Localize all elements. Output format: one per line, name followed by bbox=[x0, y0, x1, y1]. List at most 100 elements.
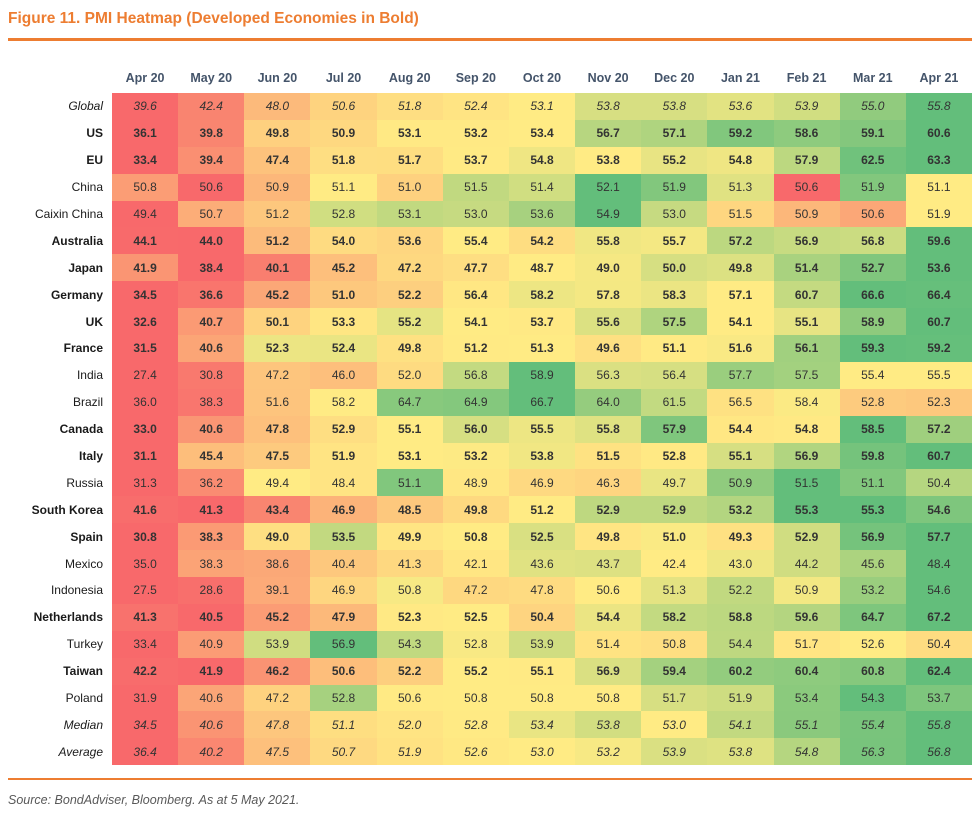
heatmap-cell: 59.2 bbox=[707, 119, 774, 147]
heatmap-cell: 45.2 bbox=[310, 254, 377, 282]
heatmap-cell: 50.6 bbox=[839, 200, 906, 228]
heatmap-cell: 31.5 bbox=[112, 335, 179, 362]
heatmap-cell: 53.9 bbox=[641, 738, 708, 766]
heatmap-cell: 50.8 bbox=[641, 630, 708, 658]
heatmap-cell: 51.9 bbox=[641, 173, 708, 201]
heatmap-cell: 51.9 bbox=[839, 173, 906, 201]
heatmap-cell: 33.4 bbox=[112, 630, 179, 658]
heatmap-cell: 52.3 bbox=[905, 388, 972, 416]
heatmap-cell: 41.6 bbox=[112, 496, 179, 524]
heatmap-cell: 51.2 bbox=[244, 227, 311, 255]
heatmap-cell: 52.7 bbox=[839, 254, 906, 282]
heatmap-cell: 54.0 bbox=[310, 227, 377, 255]
heatmap-cell: 50.6 bbox=[310, 657, 377, 685]
heatmap-cell: 60.7 bbox=[773, 281, 840, 309]
heatmap-cell: 52.8 bbox=[310, 200, 377, 228]
heatmap-cell: 64.0 bbox=[575, 388, 642, 416]
heatmap-cell: 42.4 bbox=[178, 93, 245, 120]
heatmap-cell: 52.8 bbox=[839, 388, 906, 416]
heatmap-cell: 43.7 bbox=[575, 550, 642, 578]
heatmap-cell: 50.9 bbox=[310, 119, 377, 147]
heatmap-cell: 64.7 bbox=[376, 388, 443, 416]
heatmap-cell: 56.4 bbox=[641, 361, 708, 389]
heatmap-cell: 48.0 bbox=[244, 93, 311, 120]
heatmap-cell: 51.4 bbox=[773, 254, 840, 282]
heatmap-cell: 58.4 bbox=[773, 388, 840, 416]
heatmap-cell: 52.9 bbox=[773, 523, 840, 551]
heatmap-cell: 61.5 bbox=[641, 388, 708, 416]
heatmap-cell: 57.5 bbox=[773, 361, 840, 389]
heatmap-cell: 67.2 bbox=[905, 603, 972, 631]
column-header: Oct 20 bbox=[522, 71, 562, 85]
heatmap-cell: 46.9 bbox=[310, 577, 377, 604]
heatmap-cell: 47.4 bbox=[244, 146, 311, 174]
heatmap-cell: 53.7 bbox=[442, 146, 509, 174]
heatmap-cell: 53.9 bbox=[508, 630, 576, 658]
heatmap-cell: 51.8 bbox=[310, 146, 377, 174]
heatmap-cell: 51.9 bbox=[376, 738, 443, 766]
heatmap-cell: 57.1 bbox=[707, 281, 774, 309]
heatmap-cell: 58.3 bbox=[641, 281, 708, 309]
heatmap-cell: 51.2 bbox=[244, 200, 311, 228]
heatmap-cell: 50.8 bbox=[508, 684, 576, 712]
heatmap-cell: 54.6 bbox=[905, 577, 972, 604]
heatmap-cell: 51.1 bbox=[905, 173, 972, 201]
heatmap-cell: 53.2 bbox=[575, 738, 642, 766]
heatmap-cell: 56.9 bbox=[310, 630, 377, 658]
heatmap-cell: 50.9 bbox=[773, 577, 840, 604]
heatmap-cell: 36.6 bbox=[178, 281, 245, 309]
heatmap-cell: 44.2 bbox=[773, 550, 840, 578]
heatmap-cell: 63.3 bbox=[905, 146, 972, 174]
heatmap-cell: 58.8 bbox=[707, 603, 774, 631]
column-header: Jul 20 bbox=[325, 71, 362, 85]
heatmap-cell: 49.8 bbox=[707, 254, 774, 282]
heatmap-cell: 40.5 bbox=[178, 603, 245, 631]
heatmap-cell: 41.9 bbox=[112, 254, 179, 282]
heatmap-cell: 53.6 bbox=[905, 254, 972, 282]
heatmap-cell: 60.2 bbox=[707, 657, 774, 685]
heatmap-cell: 58.6 bbox=[773, 119, 840, 147]
heatmap-cell: 57.9 bbox=[641, 415, 708, 443]
row-label: US bbox=[8, 119, 112, 147]
figure-title: Figure 11. PMI Heatmap (Developed Econom… bbox=[8, 10, 419, 27]
heatmap-cell: 48.4 bbox=[905, 550, 972, 578]
heatmap-cell: 47.5 bbox=[244, 442, 311, 470]
heatmap-cell: 59.6 bbox=[773, 603, 840, 631]
heatmap-cell: 53.0 bbox=[641, 200, 708, 228]
heatmap-cell: 51.1 bbox=[310, 711, 377, 739]
heatmap-cell: 51.5 bbox=[442, 173, 509, 201]
heatmap-cell: 62.5 bbox=[839, 146, 906, 174]
row-label: Median bbox=[8, 711, 112, 739]
heatmap-cell: 47.7 bbox=[442, 254, 509, 282]
heatmap-cell: 51.1 bbox=[376, 469, 443, 497]
row-label: Indonesia bbox=[8, 577, 112, 604]
heatmap-cell: 54.4 bbox=[707, 415, 774, 443]
heatmap-cell: 55.1 bbox=[508, 657, 576, 685]
heatmap-cell: 40.6 bbox=[178, 684, 245, 712]
row-label: South Korea bbox=[8, 496, 112, 524]
heatmap-cell: 53.1 bbox=[376, 442, 443, 470]
heatmap-cell: 56.3 bbox=[575, 361, 642, 389]
heatmap-cell: 52.8 bbox=[442, 711, 509, 739]
table-corner bbox=[8, 41, 112, 93]
heatmap-cell: 53.1 bbox=[508, 93, 576, 120]
heatmap-cell: 55.8 bbox=[575, 415, 642, 443]
heatmap-cell: 51.4 bbox=[508, 173, 576, 201]
row-label: India bbox=[8, 361, 112, 389]
heatmap-cell: 55.7 bbox=[641, 227, 708, 255]
heatmap-cell: 51.5 bbox=[773, 469, 840, 497]
heatmap-cell: 40.6 bbox=[178, 335, 245, 362]
heatmap-cell: 57.7 bbox=[707, 361, 774, 389]
heatmap-cell: 60.6 bbox=[905, 119, 972, 147]
heatmap-cell: 41.3 bbox=[178, 496, 245, 524]
row-label: Caixin China bbox=[8, 200, 112, 228]
heatmap-cell: 59.2 bbox=[905, 335, 972, 362]
heatmap-cell: 36.0 bbox=[112, 388, 179, 416]
heatmap-cell: 51.2 bbox=[508, 496, 576, 524]
heatmap-cell: 57.1 bbox=[641, 119, 708, 147]
row-label: France bbox=[8, 335, 112, 362]
heatmap-cell: 55.1 bbox=[773, 308, 840, 336]
column-header: Apr 20 bbox=[125, 71, 165, 85]
row-label: Canada bbox=[8, 415, 112, 443]
heatmap-cell: 53.9 bbox=[244, 630, 311, 658]
